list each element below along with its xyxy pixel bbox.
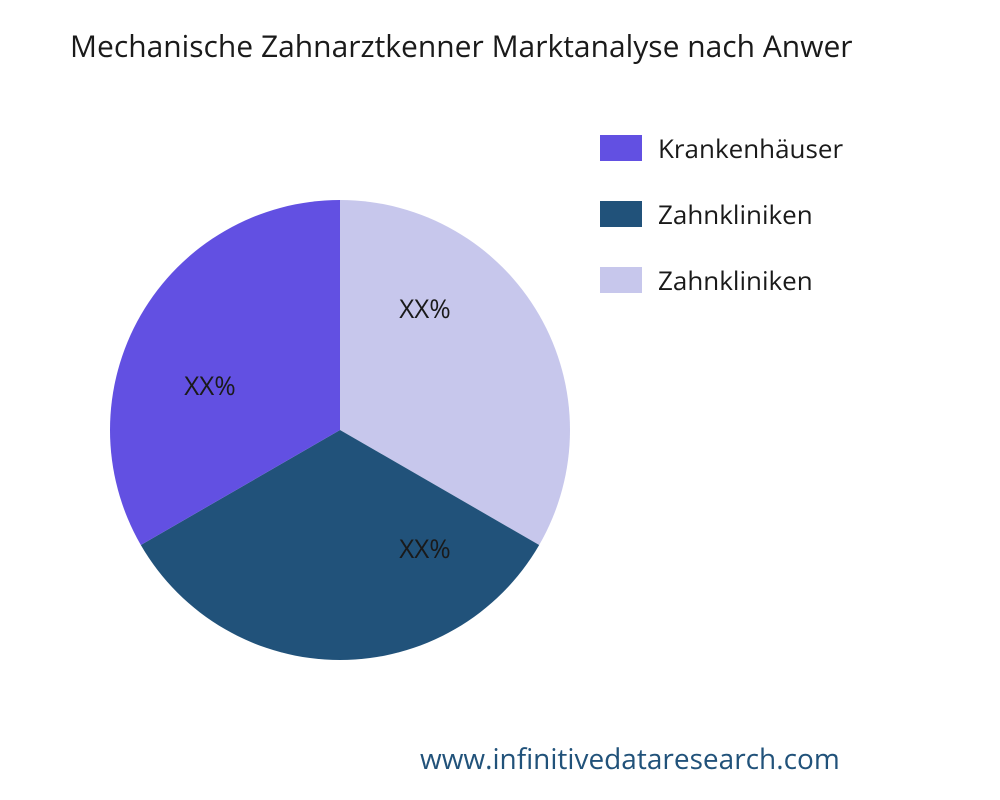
legend-label: Zahnkliniken	[658, 262, 813, 298]
slice-label: XX%	[399, 530, 451, 566]
legend-swatch	[600, 135, 642, 161]
pie-svg	[0, 0, 1000, 800]
legend-item: Zahnkliniken	[600, 196, 843, 232]
pie-chart	[0, 0, 1000, 800]
legend-item: Zahnkliniken	[600, 262, 843, 298]
footer-link: www.infinitivedataresearch.com	[420, 740, 840, 778]
legend: Krankenhäuser Zahnkliniken Zahnkliniken	[600, 130, 843, 328]
slice-label: XX%	[184, 367, 236, 403]
legend-label: Zahnkliniken	[658, 196, 813, 232]
slice-label: XX%	[399, 290, 451, 326]
legend-label: Krankenhäuser	[658, 130, 843, 166]
legend-swatch	[600, 201, 642, 227]
legend-swatch	[600, 267, 642, 293]
legend-item: Krankenhäuser	[600, 130, 843, 166]
